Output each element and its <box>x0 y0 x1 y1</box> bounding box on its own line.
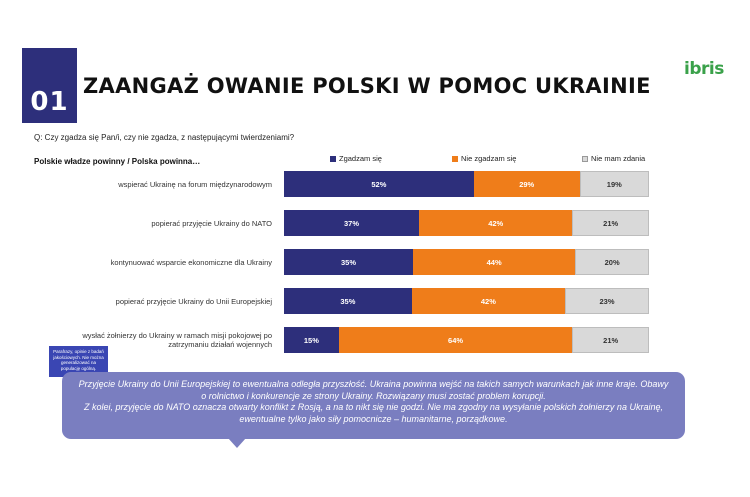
survey-question: Q: Czy zgadza się Pan/i, czy nie zgadza,… <box>34 133 295 142</box>
legend-item: Nie zgadzam się <box>452 154 516 163</box>
data-label: 44% <box>486 257 502 267</box>
legend-label: Zgadzam się <box>339 154 382 163</box>
bar-segment: 37% <box>284 210 420 236</box>
legend-label: Nie mam zdania <box>591 154 646 163</box>
category-label: popierać przyjęcie Ukrainy do Unii Europ… <box>115 297 272 306</box>
legend-swatch <box>582 155 588 162</box>
bar-segment: 29% <box>473 171 580 197</box>
data-label: 29% <box>519 179 535 189</box>
legend-swatch <box>452 155 458 162</box>
data-label: 23% <box>599 296 615 306</box>
legend-item: Zgadzam się <box>330 154 382 163</box>
bar-segment: 21% <box>572 327 649 353</box>
bar-segment: 35% <box>284 288 412 314</box>
qualitative-callout: Przyjęcie Ukrainy do Unii Europejskiej t… <box>62 372 685 439</box>
chart-subheading: Polskie władze powinny / Polska powinna… <box>34 157 201 166</box>
page-title: ZAANGAŻ OWANIE POLSKI W POMOC UKRAINIE <box>83 74 651 98</box>
data-label: 64% <box>448 335 464 345</box>
bar-segment: 15% <box>284 327 339 353</box>
ibris-logo: ibris <box>684 59 724 79</box>
bar-segment: 19% <box>579 171 649 197</box>
category-label: kontynuować wsparcie ekonomiczne dla Ukr… <box>110 258 272 267</box>
data-label: 21% <box>603 218 619 228</box>
bar-segment: 35% <box>284 249 414 275</box>
data-label: 37% <box>344 218 360 228</box>
callout-paragraph-2: Z kolei, przyjęcie do NATO oznacza otwar… <box>84 402 663 424</box>
bar-segment: 44% <box>413 249 576 275</box>
data-label: 15% <box>303 335 319 345</box>
data-label: 20% <box>604 257 620 267</box>
logo-text: ibris <box>684 59 724 79</box>
data-label: 35% <box>340 296 356 306</box>
category-label: wysłać żołnierzy do Ukrainy w ramach mis… <box>82 331 272 349</box>
section-number: 01 <box>22 48 77 123</box>
legend-item: Nie mam zdania <box>582 154 645 163</box>
bar-segment: 23% <box>565 288 649 314</box>
data-label: 42% <box>488 218 504 228</box>
bar-segment: 42% <box>419 210 573 236</box>
callout-tail <box>228 438 246 448</box>
bar-segment: 20% <box>575 249 649 275</box>
bar-segment: 21% <box>572 210 649 236</box>
category-label: wspierać Ukrainę na forum międzynarodowy… <box>118 180 272 189</box>
data-label: 21% <box>603 335 619 345</box>
bar-segment: 64% <box>338 327 573 353</box>
bar-segment: 42% <box>411 288 566 314</box>
bar-segment: 52% <box>284 171 474 197</box>
category-label: popierać przyjęcie Ukrainy do NATO <box>151 219 272 228</box>
legend-swatch <box>330 155 336 162</box>
data-label: 42% <box>480 296 496 306</box>
methodology-note: Parafrazy, opinie z badań jakościowych. … <box>49 346 108 377</box>
data-label: 19% <box>606 179 622 189</box>
data-label: 52% <box>371 179 387 189</box>
data-label: 35% <box>341 257 357 267</box>
callout-paragraph-1: Przyjęcie Ukrainy do Unii Europejskiej t… <box>78 379 669 401</box>
legend-label: Nie zgadzam się <box>461 154 517 163</box>
